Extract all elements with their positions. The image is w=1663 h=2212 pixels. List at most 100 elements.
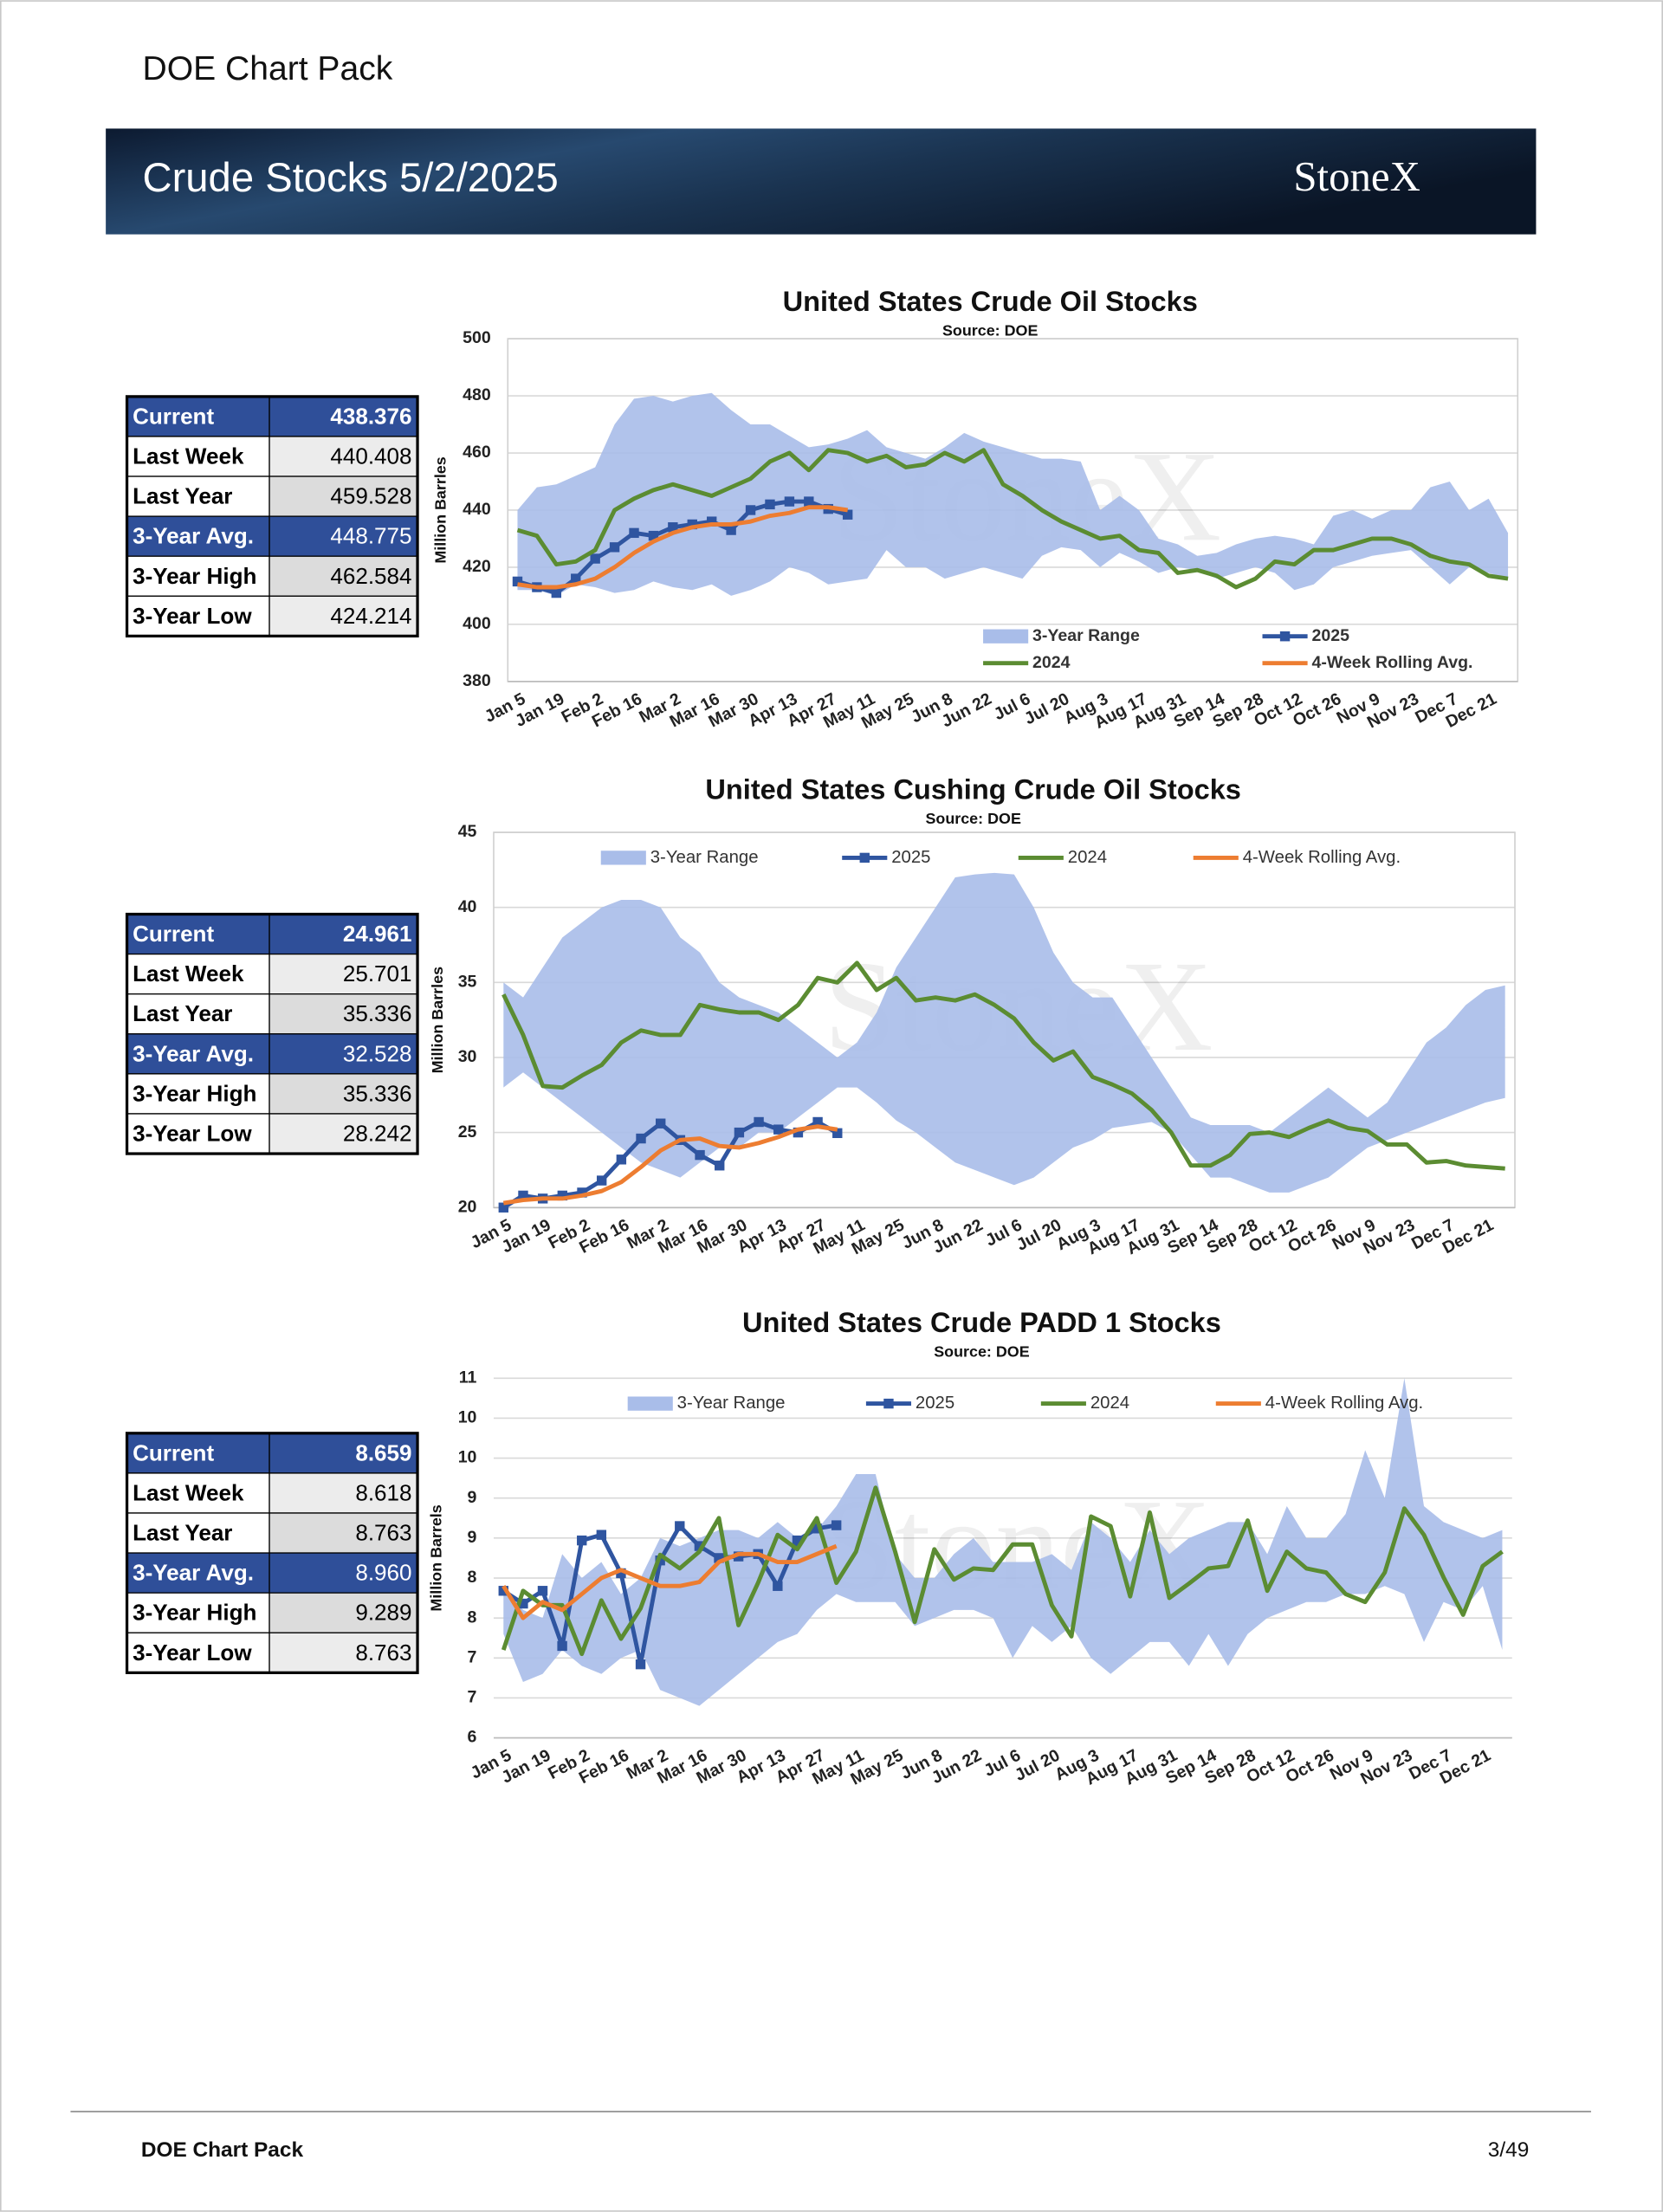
table-cell (269, 953, 418, 995)
table-label: 3-Year High (133, 563, 256, 589)
y-tick-label: 35 (458, 972, 477, 991)
series-marker (596, 1175, 607, 1186)
legend-label: 3-Year Range (1032, 626, 1140, 645)
legend-swatch (1279, 631, 1291, 642)
series-marker (726, 525, 736, 535)
series-marker (773, 1124, 784, 1135)
y-tick-label: 20 (458, 1197, 477, 1216)
series-line (517, 505, 849, 590)
table-value: 25.701 (343, 960, 412, 986)
series-marker (518, 1598, 528, 1609)
table-label: 3-Year Low (133, 1640, 252, 1665)
table-label: Last Week (133, 960, 244, 986)
series-marker (812, 1116, 823, 1128)
y-tick-label: 400 (463, 614, 491, 633)
series-marker (707, 516, 717, 527)
series-line (516, 448, 1509, 590)
series-marker (668, 522, 678, 533)
series-marker (792, 1535, 803, 1546)
legend-swatch (600, 851, 646, 865)
y-tick-label: 460 (463, 443, 491, 462)
y-axis-label: Million Barrles (429, 967, 446, 1073)
series-marker (648, 530, 659, 541)
table-label: 3-Year Avg. (133, 1560, 254, 1586)
table-label: Current (133, 403, 214, 429)
legend-label: 3-Year Range (677, 1394, 786, 1413)
table-value: 440.408 (330, 443, 411, 469)
range-band (503, 1378, 1503, 1706)
table-value: 8.763 (355, 1640, 411, 1665)
series-marker (635, 1659, 646, 1670)
table-value: 438.376 (330, 403, 411, 429)
table-label: 3-Year Low (133, 603, 252, 629)
table-cell (269, 1632, 418, 1673)
legend-label: 2024 (1068, 848, 1107, 867)
chart-title: United States Crude PADD 1 Stocks (742, 1307, 1221, 1338)
chart-title: United States Cushing Crude Oil Stocks (705, 773, 1241, 805)
series-marker (571, 573, 581, 584)
table-value: 8.763 (355, 1520, 411, 1546)
series-line (501, 1485, 1504, 1657)
table-label: 3-Year Low (133, 1121, 252, 1147)
legend-label: 3-Year Range (650, 848, 759, 867)
chart-title: United States Crude Oil Stocks (783, 286, 1198, 317)
footer-title: DOE Chart Pack (141, 2138, 304, 2162)
table-cell (269, 1073, 418, 1115)
y-tick-label: 500 (463, 328, 491, 347)
table-value: 8.960 (355, 1560, 411, 1586)
series-marker (831, 1520, 842, 1530)
y-tick-label: 7 (468, 1647, 477, 1666)
series-marker (745, 505, 756, 515)
range-band (517, 392, 1509, 596)
series-marker (577, 1535, 587, 1546)
y-tick-label: 420 (463, 557, 491, 576)
table-value: 35.336 (343, 1080, 412, 1106)
table-cell (269, 515, 418, 557)
legend-label: 2024 (1090, 1394, 1129, 1413)
series-marker (733, 1551, 744, 1562)
banner-title: Crude Stocks 5/2/2025 (142, 155, 558, 201)
table-label: 3-Year High (133, 1080, 256, 1106)
series-line (501, 1523, 838, 1667)
table-cell (126, 1592, 270, 1633)
series-marker (596, 1530, 607, 1540)
table-cell (126, 993, 270, 1035)
chart-subtitle: Source: DOE (925, 810, 1021, 827)
series-marker (498, 1586, 508, 1596)
series-marker (557, 1640, 567, 1652)
y-tick-label: 10 (458, 1408, 477, 1427)
series-marker (765, 499, 775, 510)
table-label: Last Year (133, 483, 232, 509)
table-cell (126, 595, 270, 637)
y-tick-label: 440 (463, 500, 491, 519)
series-marker (616, 1568, 626, 1579)
series-marker (629, 527, 639, 539)
series-marker (793, 1127, 804, 1138)
banner-logo: StoneX (1293, 152, 1420, 200)
y-axis-label: Million Barrles (431, 456, 449, 563)
series-marker (518, 1190, 528, 1201)
legend-label: 2025 (1312, 626, 1350, 645)
table-value: 28.242 (343, 1121, 412, 1147)
series-marker (616, 1155, 627, 1165)
y-tick-label: 10 (458, 1448, 477, 1467)
series-marker (832, 1128, 843, 1139)
table-label: Current (133, 921, 214, 947)
table-border (125, 1432, 419, 1674)
y-tick-label: 25 (458, 1122, 477, 1142)
y-tick-label: 8 (468, 1568, 477, 1587)
legend-swatch (983, 629, 1029, 644)
legend-label: 4-Week Rolling Avg. (1312, 653, 1473, 672)
table-value: 424.214 (330, 603, 411, 629)
series-marker (609, 542, 620, 553)
table-cell (126, 555, 270, 597)
series-marker (694, 1541, 705, 1551)
series-marker (537, 1586, 548, 1596)
table-cell (269, 1552, 418, 1594)
series-marker (773, 1581, 783, 1591)
legend-label: 2025 (916, 1394, 954, 1413)
series-marker (714, 1553, 724, 1563)
legend-swatch (883, 1398, 894, 1409)
series-marker (687, 519, 697, 530)
